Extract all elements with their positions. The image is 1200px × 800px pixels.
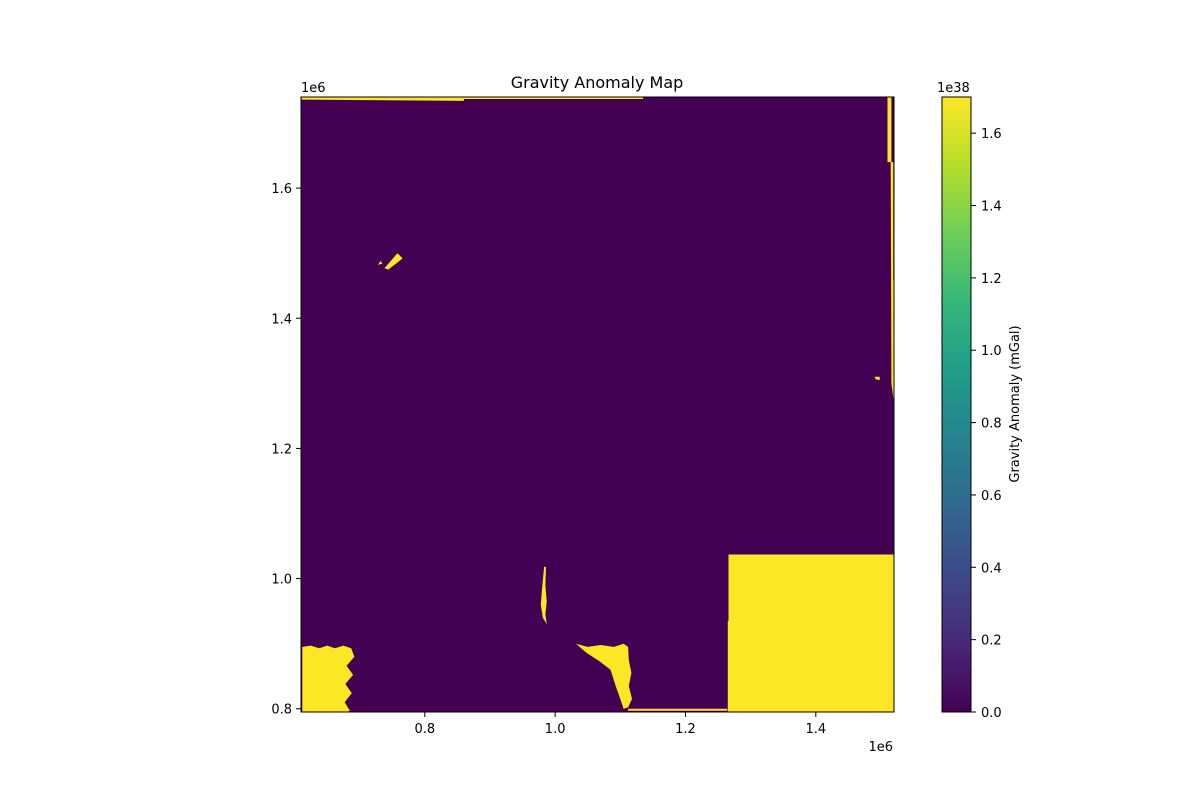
x-axis: 0.8 1.0 1.2 1.4 bbox=[414, 712, 826, 737]
anomaly-region-south-edge-strip bbox=[628, 709, 727, 711]
anomaly-region-southeast-block bbox=[728, 555, 894, 713]
chart-title: Gravity Anomaly Map bbox=[511, 73, 684, 92]
x-tick-label: 1.0 bbox=[545, 722, 566, 737]
colorbar-tick-label: 0.8 bbox=[981, 417, 1002, 432]
x-tick-label: 0.8 bbox=[414, 722, 435, 737]
y-axis: 0.8 1.0 1.2 1.4 1.6 bbox=[271, 182, 301, 718]
colorbar-tick-label: 0.0 bbox=[981, 706, 1002, 721]
colorbar-gradient bbox=[942, 97, 971, 712]
colorbar-ticks: 0.0 0.2 0.4 0.6 0.8 1.0 1.2 1.4 1.6 bbox=[971, 127, 1002, 721]
x-tick-label: 1.4 bbox=[805, 722, 826, 737]
colorbar-tick-label: 0.2 bbox=[981, 634, 1002, 649]
x-offset-label: 1e6 bbox=[868, 740, 893, 755]
colorbar-tick-label: 1.2 bbox=[981, 272, 1002, 287]
colorbar-tick-label: 1.0 bbox=[981, 344, 1002, 359]
y-tick-label: 0.8 bbox=[271, 703, 292, 718]
x-tick-label: 1.2 bbox=[675, 722, 696, 737]
colorbar: 0.0 0.2 0.4 0.6 0.8 1.0 1.2 1.4 1.6 1e38 Gravity… bbox=[937, 81, 1023, 721]
plot-area bbox=[301, 97, 894, 712]
y-tick-label: 1.4 bbox=[271, 312, 292, 327]
y-tick-label: 1.0 bbox=[271, 573, 292, 588]
colorbar-tick-label: 1.4 bbox=[981, 200, 1002, 215]
y-tick-label: 1.2 bbox=[271, 442, 292, 457]
colorbar-offset-label: 1e38 bbox=[937, 81, 970, 96]
colorbar-tick-label: 0.6 bbox=[981, 489, 1002, 504]
colorbar-label: Gravity Anomaly (mGal) bbox=[1008, 325, 1023, 482]
y-offset-label: 1e6 bbox=[301, 81, 326, 96]
colorbar-tick-label: 0.4 bbox=[981, 561, 1002, 576]
colorbar-tick-label: 1.6 bbox=[981, 127, 1002, 142]
y-tick-label: 1.6 bbox=[271, 182, 292, 197]
